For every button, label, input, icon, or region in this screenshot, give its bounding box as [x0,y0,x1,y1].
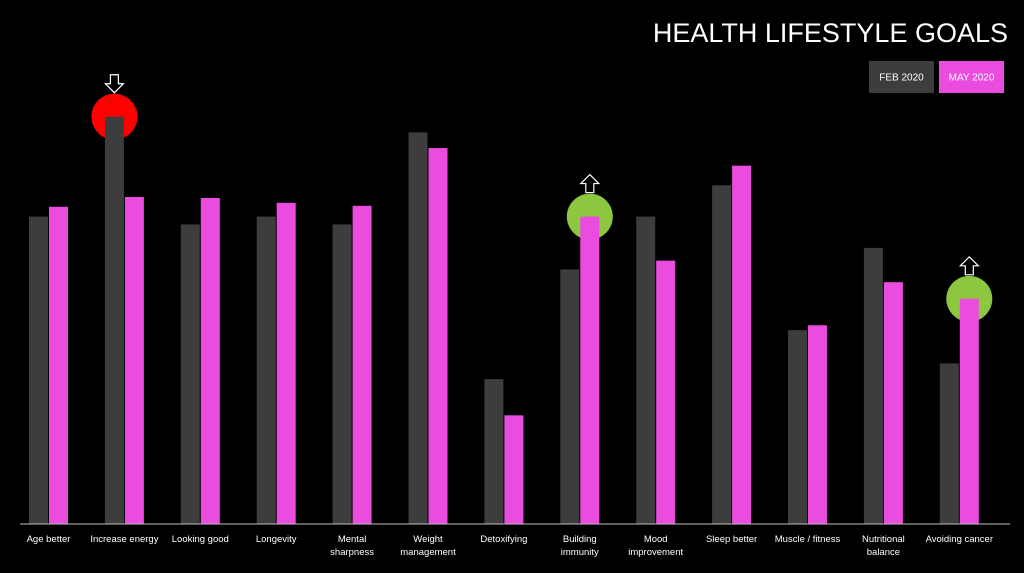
bar-feb-11 [863,247,883,524]
bar-may-9 [732,165,752,524]
bar-may-1 [124,196,144,524]
bar-feb-7 [560,269,580,524]
category-label-5: Weight management [400,534,456,558]
legend-label-0: FEB 2020 [879,73,924,84]
bar-may-3 [276,202,296,524]
bar-may-11 [883,282,903,524]
bar-may-5 [428,148,448,524]
bar-feb-3 [256,216,276,524]
bar-feb-12 [939,363,959,524]
bar-feb-0 [29,216,48,524]
category-label-0: Age better [27,534,71,545]
bar-feb-8 [636,216,656,524]
bar-may-2 [200,197,220,524]
bar-may-6 [504,415,524,524]
category-label-9: Sleep better [706,534,757,545]
legend-swatch-0 [869,61,934,93]
chart-title: HEALTH LIFESTYLE GOALS [653,18,1008,48]
category-label-7: Building immunity [561,534,599,558]
bar-may-0 [49,206,68,524]
legend: FEB 2020 MAY 2020 [869,61,1004,93]
bar-feb-1 [104,116,124,525]
category-label-12: Avoiding cancer [926,534,993,545]
bar-feb-4 [332,224,352,524]
bar-may-8 [656,260,676,524]
bar-feb-9 [712,185,732,525]
category-labels: Age better Increase energy Looking good Lon… [27,534,993,558]
highlight-layer [91,74,993,322]
arrow-up-icon [958,255,980,276]
highlight-circle-0 [91,93,138,140]
arrow-up-icon [579,173,601,194]
category-label-11: Nutritional balance [862,534,905,558]
category-label-8: Mood improvement [628,534,683,558]
bar-feb-6 [484,379,504,524]
category-label-10: Muscle / fitness [775,534,841,545]
category-label-6: Detoxifying [480,534,527,545]
category-label-1: Increase energy [90,534,158,545]
bar-layer [29,116,979,525]
bar-may-10 [808,325,827,524]
legend-swatch-1 [939,61,1004,93]
bar-may-12 [959,298,979,524]
bar-may-4 [352,205,372,525]
arrow-down-icon [103,74,125,94]
category-label-4: Mental sharpness [330,534,374,558]
category-label-2: Looking good [172,534,229,545]
category-label-3: Longevity [256,534,297,545]
legend-label-1: MAY 2020 [949,73,995,84]
bar-feb-5 [408,132,428,524]
bar-feb-2 [180,224,200,524]
bar-may-7 [580,216,600,524]
bar-feb-10 [788,330,807,524]
